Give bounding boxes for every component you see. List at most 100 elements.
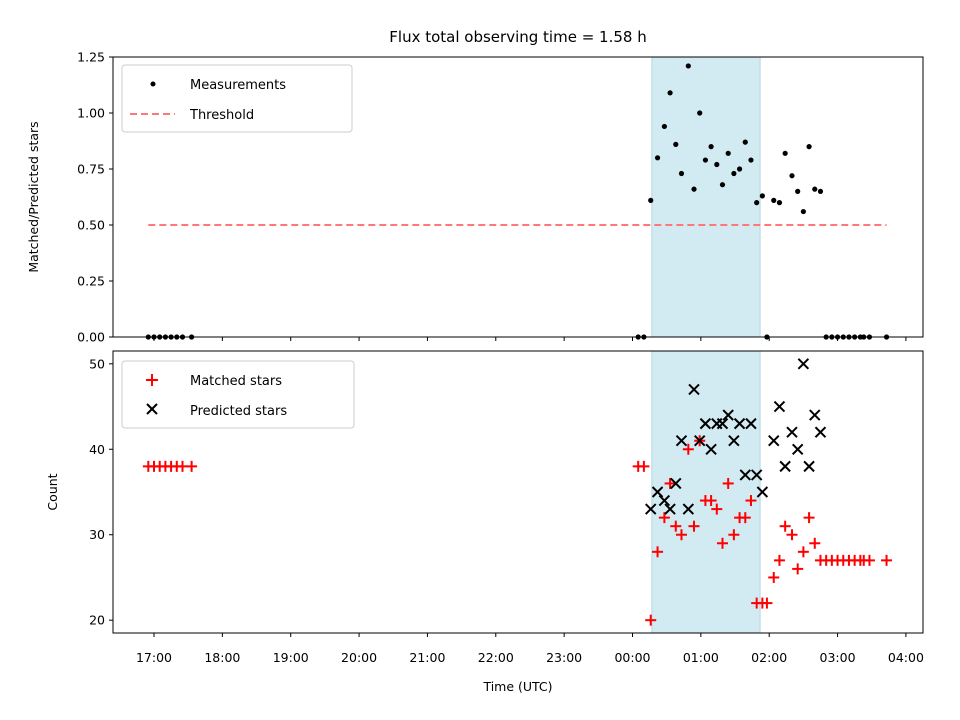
- measurement-point: [759, 193, 765, 199]
- bottom-legend-box: [121, 360, 355, 429]
- observing-window-rect: [651, 56, 761, 338]
- top-legend: Measurements Threshold: [121, 64, 353, 133]
- x-tick-label: 04:00: [888, 650, 924, 665]
- measurement-point: [661, 123, 667, 130]
- predicted-star-marker: [750, 469, 763, 481]
- measurement-point: [748, 157, 754, 163]
- matched-star-marker: [728, 529, 740, 541]
- predicted-star-marker: [739, 469, 751, 481]
- matched-star-marker: [786, 529, 798, 541]
- matched-star-marker: [745, 495, 757, 507]
- x-tick-label: 22:00: [478, 650, 514, 665]
- predicted-star-marker: [670, 477, 682, 490]
- predicted-star-marker: [791, 443, 804, 455]
- measurement-point: [817, 188, 824, 194]
- measurement-point: [691, 186, 697, 192]
- measurement-point: [678, 170, 685, 177]
- predicted-star-marker: [756, 486, 769, 498]
- x-tick-label: 02:00: [751, 650, 787, 665]
- predicted-star-marker: [809, 409, 821, 421]
- measurement-point: [719, 182, 726, 188]
- top-y-tick-label: 0.75: [77, 162, 105, 177]
- predicted-star-marker: [664, 503, 676, 515]
- y-tick-label: 30: [89, 527, 105, 542]
- measurement-point: [782, 150, 788, 156]
- measurement-point: [708, 144, 714, 150]
- predicted-star-marker: [722, 409, 734, 421]
- chart-title: Flux total observing time = 1.58 h: [389, 28, 646, 46]
- legend-predicted-label: Predicted stars: [190, 404, 287, 419]
- top-y-tick-label: 0.25: [77, 274, 105, 289]
- matched-star-marker: [711, 503, 723, 515]
- matched-star-marker: [688, 520, 700, 532]
- measurement-point: [714, 161, 720, 168]
- predicted-star-marker: [682, 503, 695, 515]
- top-y-tick-label: 0.00: [77, 330, 105, 345]
- x-tick-label: 03:00: [820, 650, 856, 665]
- bottom-legend: Matched stars Predicted stars: [121, 360, 355, 429]
- measurement-point: [702, 157, 709, 163]
- measurement-point: [697, 110, 703, 116]
- x-tick-label: 00:00: [614, 650, 650, 665]
- measurement-point: [812, 186, 818, 192]
- top-y-axis-label: Matched/Predicted stars: [26, 121, 41, 272]
- measurement-point: [754, 200, 760, 206]
- matched-star-marker: [645, 614, 657, 626]
- matched-star-marker: [675, 529, 687, 541]
- predicted-star-marker: [768, 435, 780, 447]
- legend-matched-marker: [146, 374, 158, 386]
- x-tick-label: 23:00: [546, 650, 582, 665]
- matched-star-marker: [652, 546, 664, 558]
- predicted-star-marker: [716, 417, 729, 430]
- measurement-point: [800, 208, 806, 215]
- predicted-star-markers: [645, 358, 827, 515]
- measurement-point: [771, 197, 777, 203]
- legend-measurements-label: Measurements: [190, 78, 286, 93]
- legend-predicted-marker: [146, 403, 158, 415]
- y-tick-label: 20: [89, 613, 105, 628]
- ratio-panel: 0.00 0.25 0.50 0.75 1.00 1.25 Matched/Predict…: [26, 50, 924, 345]
- bottom-y-axis-label: Count: [45, 473, 60, 510]
- predicted-star-marker: [797, 358, 810, 370]
- matched-star-marker: [761, 597, 773, 609]
- bottom-axis-ticks: 17:00 18:00 19:00 20:00 21:00 22:00 23:00 00:00…: [89, 356, 924, 665]
- matched-star-marker: [881, 554, 893, 566]
- matched-star-markers: [142, 435, 893, 626]
- x-tick-label: 19:00: [273, 650, 309, 665]
- y-tick-label: 40: [89, 442, 105, 457]
- measurement-point: [806, 144, 812, 150]
- top-legend-box: [121, 64, 353, 133]
- matched-star-marker: [779, 520, 791, 532]
- x-axis-label: Time (UTC): [482, 679, 552, 694]
- measurement-point: [673, 141, 679, 147]
- predicted-star-marker: [699, 417, 712, 430]
- matched-star-marker: [722, 477, 734, 489]
- matched-star-marker: [739, 512, 751, 524]
- predicted-star-marker: [745, 417, 757, 430]
- predicted-star-marker: [694, 435, 706, 447]
- predicted-star-marker: [733, 417, 746, 430]
- predicted-star-marker: [658, 494, 671, 507]
- measurement-point: [667, 90, 673, 96]
- predicted-star-marker: [779, 460, 791, 473]
- matched-star-marker: [682, 443, 694, 455]
- count-panel: 17:00 18:00 19:00 20:00 21:00 22:00 23:00 00:00…: [45, 350, 924, 694]
- matched-star-marker: [658, 512, 670, 524]
- top-y-tick-label: 1.25: [77, 50, 105, 65]
- legend-threshold-label: Threshold: [189, 108, 254, 123]
- predicted-star-marker: [773, 400, 786, 413]
- x-tick-label: 20:00: [341, 650, 377, 665]
- bottom-axes-frame: [112, 350, 924, 634]
- predicted-star-marker: [803, 460, 815, 473]
- measurement-point: [725, 150, 731, 156]
- matched-star-marker: [803, 512, 815, 524]
- matched-star-marker: [664, 477, 676, 489]
- matched-star-marker: [863, 554, 875, 566]
- measurement-point: [789, 173, 795, 179]
- x-tick-label: 01:00: [683, 650, 719, 665]
- top-axis-ticks: 0.00 0.25 0.50 0.75 1.00 1.25: [77, 50, 907, 345]
- predicted-star-marker: [651, 486, 664, 498]
- predicted-star-marker: [645, 503, 657, 515]
- predicted-star-marker: [814, 426, 827, 438]
